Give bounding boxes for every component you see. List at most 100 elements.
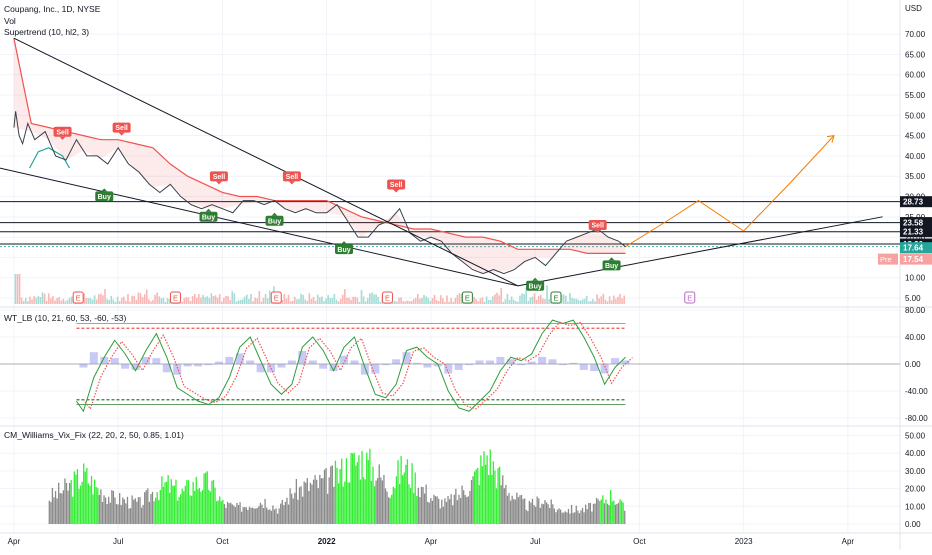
volume-bar <box>310 298 313 304</box>
vix-bar <box>406 459 409 524</box>
wt-histogram-bar <box>141 356 150 364</box>
price-tick: 10.00 <box>905 274 926 283</box>
vix-bar <box>341 458 343 524</box>
vix-bar <box>539 507 541 524</box>
vix-bar <box>195 476 197 524</box>
vix-bar <box>101 502 104 524</box>
vix-bar <box>359 479 362 524</box>
volume-bar <box>285 298 288 304</box>
vix-bar <box>176 500 179 524</box>
volume-bar <box>494 294 496 304</box>
earnings-label: E <box>553 294 558 303</box>
volume-bar <box>489 299 492 304</box>
vix-bar <box>305 482 307 524</box>
wt-histogram-bar <box>600 364 609 374</box>
vix-bar <box>350 452 352 524</box>
earnings-box <box>270 291 282 304</box>
vix-bar <box>547 504 549 524</box>
vix-bar <box>72 496 74 524</box>
wt-pane: 80.00 40.00 0.00 -40.00 -80.00 <box>0 306 928 423</box>
volume-bar <box>356 297 359 304</box>
wt2-line <box>82 321 633 411</box>
volume-bar <box>442 298 444 304</box>
signal-label: Buy <box>98 194 111 201</box>
vix-bar <box>494 470 496 524</box>
vix-bar <box>550 499 552 524</box>
vix-bar <box>624 510 626 524</box>
volume-bar <box>460 293 463 304</box>
vix-bar <box>580 510 582 524</box>
sell-signal: Sell <box>53 126 72 140</box>
vix-bar <box>100 489 102 524</box>
vix-bar <box>456 500 459 524</box>
vix-bar <box>258 506 260 524</box>
vix-bar <box>455 488 457 524</box>
vix-bar <box>283 505 285 524</box>
volume-bar <box>540 294 542 304</box>
earnings-label: E <box>687 294 692 303</box>
volume-bar <box>590 301 592 304</box>
volume-bar <box>241 299 244 304</box>
vix-bar <box>552 504 554 524</box>
volume-bar <box>537 295 540 304</box>
wt-histogram-bar <box>444 364 453 374</box>
volume-bar <box>621 298 623 304</box>
earnings-label: E <box>274 294 279 303</box>
vix-bar <box>333 486 335 524</box>
vix-bar <box>427 501 429 524</box>
earnings-box <box>169 291 181 304</box>
vix-bar <box>430 498 432 524</box>
vix-bar <box>298 487 301 524</box>
wt-histogram-bar <box>579 364 588 370</box>
volume-bar <box>610 300 613 304</box>
volume-bar <box>542 298 544 304</box>
volume-bar <box>346 297 348 304</box>
volume-bar <box>50 298 52 304</box>
time-tick: Apr <box>8 537 21 546</box>
wt-histogram-bar <box>465 364 474 366</box>
vix-bar <box>115 504 118 524</box>
vix-bar <box>614 504 617 524</box>
volume-bar <box>504 299 507 304</box>
signal-badge <box>387 179 406 190</box>
time-tick: Oct <box>216 537 229 546</box>
earnings-marker: E <box>684 291 696 304</box>
volume-bar <box>33 296 35 304</box>
vol-legend: Vol <box>4 16 16 26</box>
volume-bar <box>452 301 455 304</box>
volume-bar <box>148 299 150 304</box>
wt-histogram-bar <box>423 364 432 368</box>
volume-bar <box>91 299 94 304</box>
volume-bar <box>160 298 163 304</box>
volume-bar <box>617 296 619 304</box>
vix-bar <box>419 497 421 524</box>
vix-bar <box>239 502 241 524</box>
vix-bar <box>284 501 287 524</box>
vix-bar <box>508 493 510 524</box>
vix-bar <box>352 453 354 524</box>
buy-signal: Buy <box>526 277 545 291</box>
vix-bar <box>144 492 146 524</box>
vix-bar <box>447 496 449 524</box>
vix-bar <box>461 485 463 524</box>
volume-bar <box>22 300 25 304</box>
earnings-box <box>684 291 696 304</box>
volume-bar <box>379 301 382 304</box>
wt-legend: WT_LB (10, 21, 60, 53, -60, -53) <box>4 313 127 323</box>
volume-bar <box>223 297 225 304</box>
vix-bar <box>366 452 368 524</box>
vix-bar <box>317 488 319 524</box>
wt-histogram-bar <box>611 358 620 364</box>
volume-bar <box>20 297 23 304</box>
vix-bar <box>183 491 185 524</box>
vix-bar <box>89 485 91 524</box>
volume-bar <box>239 299 242 304</box>
vix-bar <box>237 505 240 524</box>
vix-bar <box>248 506 251 524</box>
vix-bar <box>431 500 434 524</box>
vix-bar <box>68 482 71 524</box>
volume-bar <box>64 301 67 304</box>
volume-bar <box>500 288 502 304</box>
price-tick: 65.00 <box>905 50 926 59</box>
